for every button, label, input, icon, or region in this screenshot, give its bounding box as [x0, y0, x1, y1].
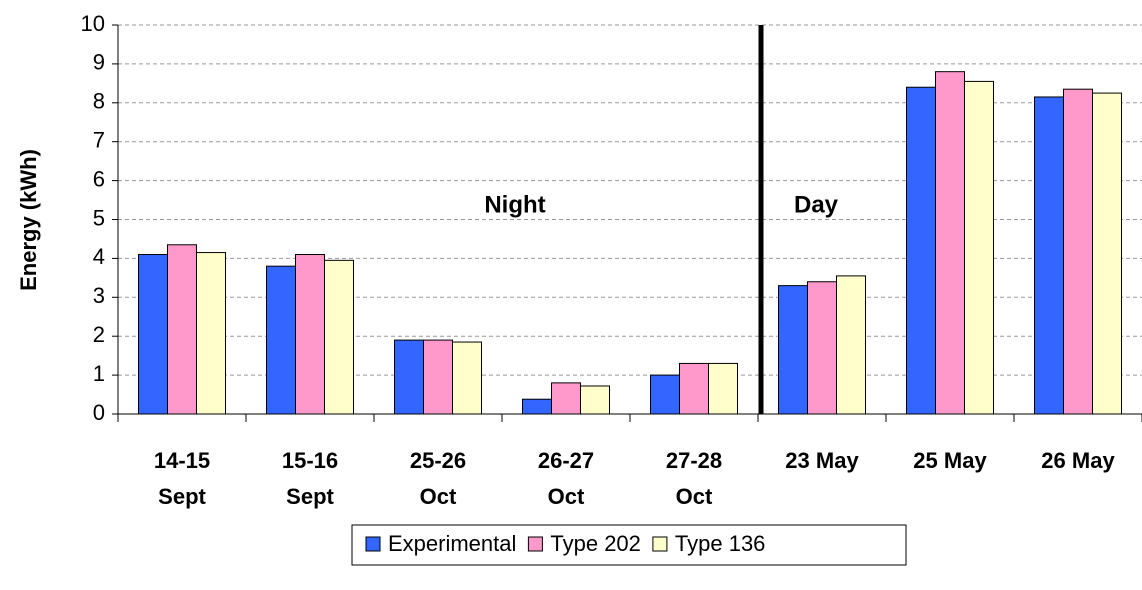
x-tick-label: Oct [676, 484, 713, 509]
bar [266, 265, 296, 415]
y-tick-label: 7 [93, 128, 105, 153]
bar [324, 259, 354, 415]
y-tick-label: 5 [93, 205, 105, 230]
y-tick-label: 1 [93, 361, 105, 386]
legend-swatch [652, 536, 668, 552]
y-tick-label: 0 [93, 400, 105, 425]
bar [650, 374, 680, 415]
y-tick-label: 2 [93, 322, 105, 347]
bar [964, 80, 994, 415]
x-tick-label: 27-28 [666, 448, 722, 473]
bar [452, 341, 482, 415]
bar [708, 362, 738, 415]
y-tick-label: 8 [93, 89, 105, 114]
x-tick-label: Oct [420, 484, 457, 509]
x-tick-label: 23 May [785, 448, 859, 473]
y-tick-label: 4 [93, 244, 105, 269]
y-axis-title: Energy (kWh) [16, 149, 41, 291]
bar [295, 254, 325, 415]
x-tick-label: 26 May [1041, 448, 1115, 473]
bar [935, 71, 965, 415]
legend-swatch [365, 536, 381, 552]
annotation: Night [484, 191, 545, 218]
x-tick-label: Sept [158, 484, 206, 509]
y-tick-label: 3 [93, 283, 105, 308]
x-tick-label: Oct [548, 484, 585, 509]
bar [1063, 88, 1093, 415]
legend-label: Experimental [388, 531, 516, 556]
bar [906, 86, 936, 415]
x-tick-label: Sept [286, 484, 334, 509]
bar [196, 252, 226, 415]
legend-box [351, 524, 907, 566]
bar [167, 244, 197, 415]
bar [580, 385, 610, 415]
bar [138, 254, 168, 415]
legend-label: Type 136 [675, 531, 766, 556]
legend-label: Type 202 [550, 531, 641, 556]
bar [1034, 96, 1064, 415]
bar [836, 275, 866, 415]
bar [551, 382, 581, 415]
bar [807, 281, 837, 415]
bar [1092, 92, 1122, 415]
bar [394, 339, 424, 415]
y-tick-label: 9 [93, 50, 105, 75]
y-tick-label: 10 [81, 11, 105, 36]
annotation: Day [794, 191, 839, 218]
bar [423, 339, 453, 415]
x-tick-label: 25-26 [410, 448, 466, 473]
bar [679, 362, 709, 415]
bar [778, 285, 808, 415]
bar [522, 398, 552, 415]
x-tick-label: 14-15 [154, 448, 210, 473]
y-tick-label: 6 [93, 166, 105, 191]
x-tick-label: 15-16 [282, 448, 338, 473]
x-tick-label: 25 May [913, 448, 987, 473]
legend-swatch [527, 536, 543, 552]
x-tick-label: 26-27 [538, 448, 594, 473]
